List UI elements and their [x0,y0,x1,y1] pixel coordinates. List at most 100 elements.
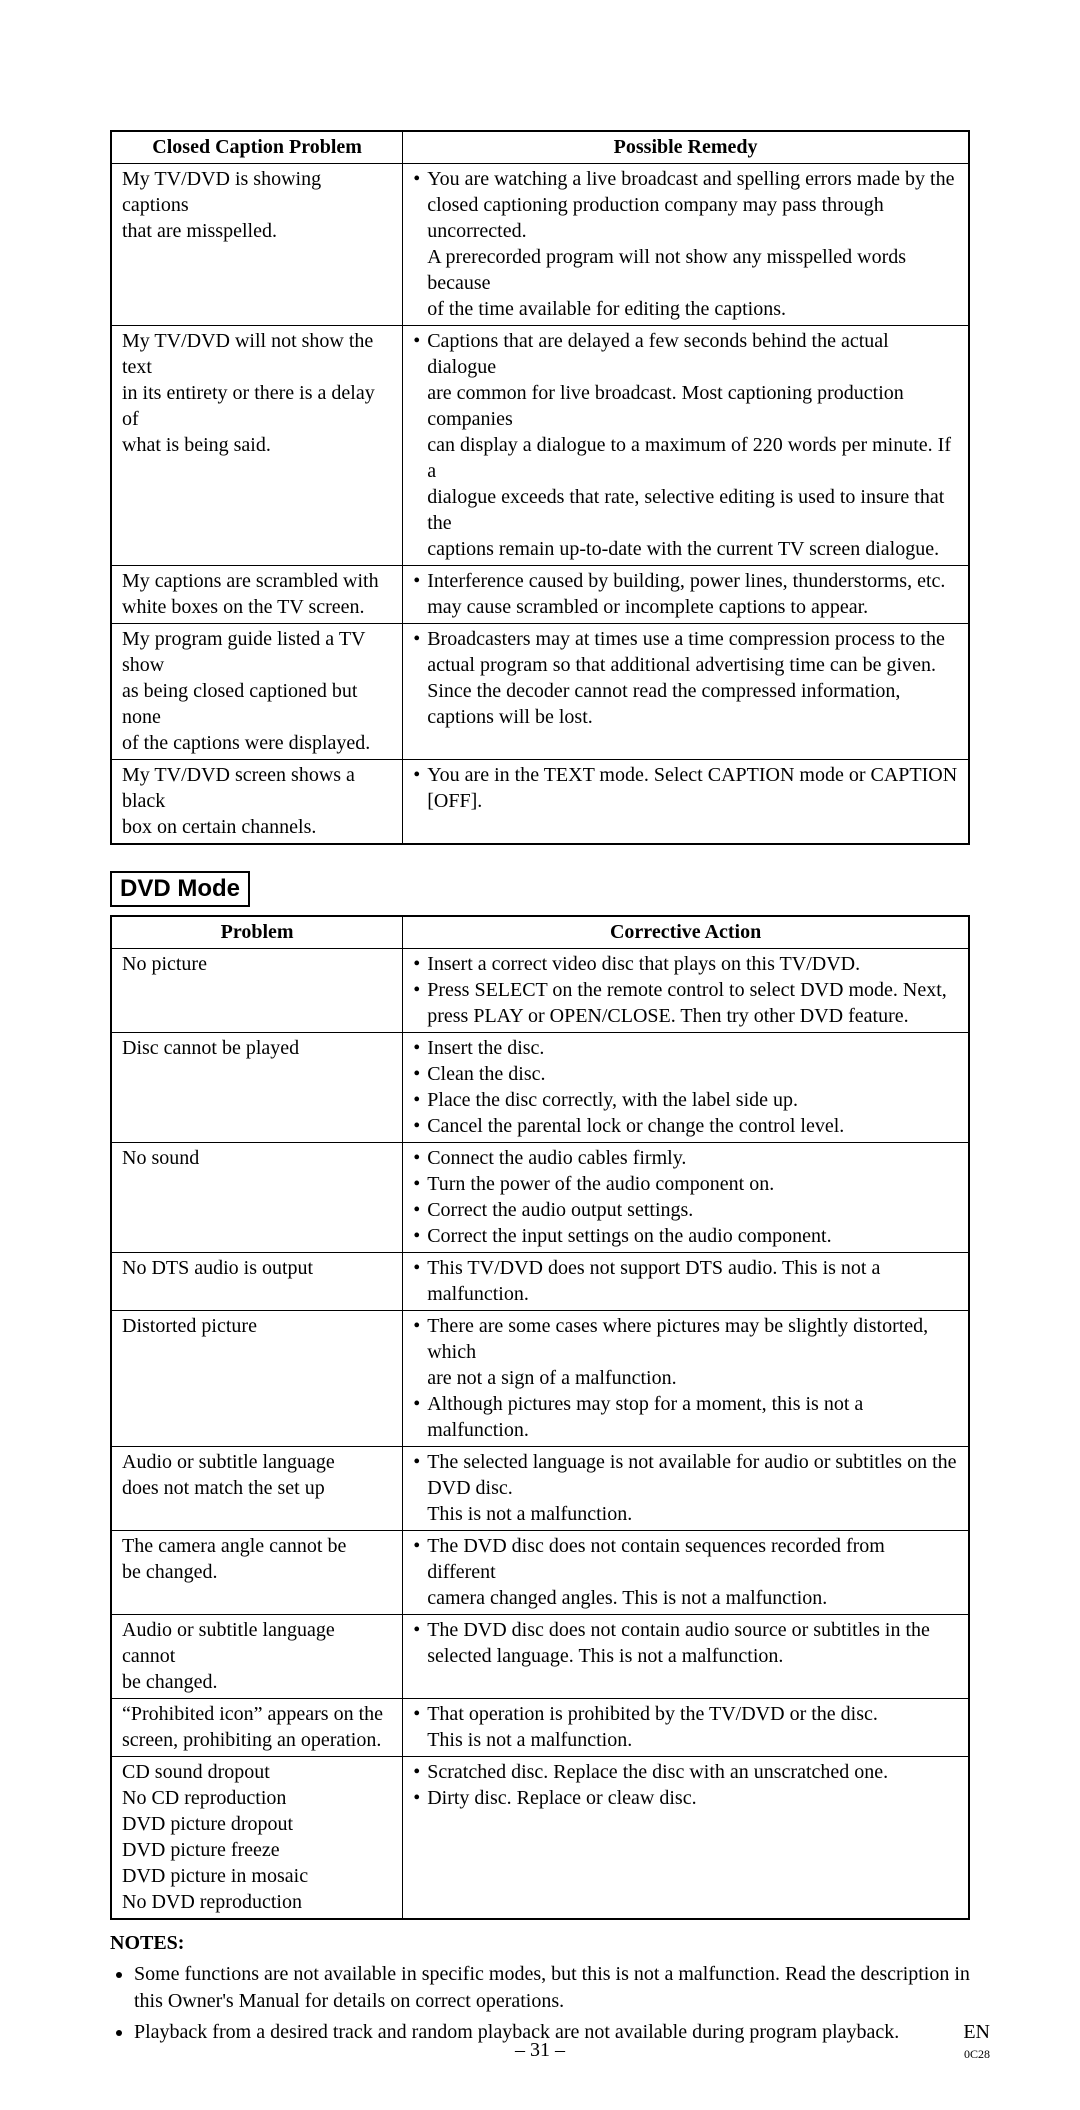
bullet-icon: • [413,977,427,1003]
indent-spacer [413,1365,427,1391]
cc-remedy-text: dialogue exceeds that rate, selective ed… [427,484,958,536]
cc-row: My TV/DVD screen shows a blackbox on cer… [111,760,969,845]
footer-lang-code: EN 0C28 [963,2022,990,2062]
dvd-remedy-text: Insert a correct video disc that plays o… [427,951,958,977]
dvd-remedy-text: The DVD disc does not contain sequences … [427,1533,958,1585]
dvd-problem-line: No DVD reproduction [122,1889,392,1915]
cc-remedy-cell: •Captions that are delayed a few seconds… [403,326,969,566]
cc-problem-line: white boxes on the TV screen. [122,594,392,620]
cc-remedy-cell: •Broadcasters may at times use a time co… [403,624,969,760]
dvd-remedy-text: Place the disc correctly, with the label… [427,1087,958,1113]
dvd-remedy-text: Dirty disc. Replace or cleaw disc. [427,1785,958,1811]
cc-remedy-text: may cause scrambled or incomplete captio… [427,594,958,620]
bullet-icon: • [413,328,427,380]
cc-remedy-cell: •You are watching a live broadcast and s… [403,164,969,326]
dvd-remedy-cell: •Insert the disc.•Clean the disc.•Place … [403,1033,969,1143]
cc-problem-line: of the captions were displayed. [122,730,392,756]
page-number: – 31 – [0,2039,1080,2062]
bullet-icon: • [413,1255,427,1307]
dvd-remedy-text: Correct the audio output settings. [427,1197,958,1223]
cc-row: My program guide listed a TV showas bein… [111,624,969,760]
dvd-row: No sound •Connect the audio cables firmly… [111,1143,969,1253]
dvd-remedy-line: •The DVD disc does not contain audio sou… [413,1617,958,1643]
bullet-icon: • [413,1449,427,1475]
cc-problem-line: box on certain channels. [122,814,392,840]
dvd-remedy-cell: •The DVD disc does not contain audio sou… [403,1615,969,1699]
cc-remedy-text: actual program so that additional advert… [427,652,958,678]
dvd-problem-line: screen, prohibiting an operation. [122,1727,392,1753]
bullet-icon: • [413,1113,427,1139]
cc-header-problem: Closed Caption Problem [111,131,403,164]
cc-remedy-line: •Interference caused by building, power … [413,568,958,594]
cc-remedy-text: You are watching a live broadcast and sp… [427,166,958,192]
dvd-problem-cell: The camera angle cannot bebe changed. [111,1531,403,1615]
dvd-remedy-text: press PLAY or OPEN/CLOSE. Then try other… [427,1003,958,1029]
dvd-problem-line: Distorted picture [122,1313,392,1339]
bullet-icon: • [413,626,427,652]
dvd-row: Audio or subtitle languagedoes not match… [111,1447,969,1531]
cc-remedy-line: closed captioning production company may… [413,192,958,244]
dvd-remedy-line: •This TV/DVD does not support DTS audio.… [413,1255,958,1307]
cc-remedy-line: •Broadcasters may at times use a time co… [413,626,958,652]
dvd-problem-cell: Audio or subtitle languagedoes not match… [111,1447,403,1531]
dvd-remedy-cell: •The DVD disc does not contain sequences… [403,1531,969,1615]
indent-spacer [413,1003,427,1029]
bullet-icon: • [413,951,427,977]
dvd-remedy-line: •Scratched disc. Replace the disc with a… [413,1759,958,1785]
cc-remedy-line: are common for live broadcast. Most capt… [413,380,958,432]
dvd-remedy-line: DVD disc. [413,1475,958,1501]
cc-problem-line: My captions are scrambled with [122,568,392,594]
cc-problem-line: what is being said. [122,432,392,458]
dvd-remedy-text: Correct the input settings on the audio … [427,1223,958,1249]
page: Closed Caption Problem Possible Remedy M… [0,0,1080,2110]
cc-remedy-text: Interference caused by building, power l… [427,568,958,594]
dvd-remedy-text: Although pictures may stop for a moment,… [427,1391,958,1443]
dvd-remedy-cell: •Insert a correct video disc that plays … [403,949,969,1033]
cc-remedy-text: closed captioning production company may… [427,192,958,244]
indent-spacer [413,1585,427,1611]
dvd-problem-cell: Audio or subtitle language cannotbe chan… [111,1615,403,1699]
dvd-problem-line: CD sound dropout [122,1759,392,1785]
cc-remedy-text: captions will be lost. [427,704,958,730]
dvd-remedy-text: DVD disc. [427,1475,958,1501]
dvd-remedy-cell: •Connect the audio cables firmly.•Turn t… [403,1143,969,1253]
cc-remedy-line: may cause scrambled or incomplete captio… [413,594,958,620]
dvd-problem-cell: Disc cannot be played [111,1033,403,1143]
indent-spacer [413,1501,427,1527]
dvd-row: CD sound dropoutNo CD reproductionDVD pi… [111,1757,969,1920]
dvd-row: The camera angle cannot bebe changed.•Th… [111,1531,969,1615]
dvd-remedy-line: •Although pictures may stop for a moment… [413,1391,958,1443]
dvd-remedy-text: That operation is prohibited by the TV/D… [427,1701,958,1727]
dvd-remedy-text: Press SELECT on the remote control to se… [427,977,958,1003]
dvd-header-problem: Problem [111,916,403,949]
indent-spacer [413,244,427,296]
cc-remedy-text: of the time available for editing the ca… [427,296,958,322]
notes-title: NOTES: [110,1930,970,1957]
cc-remedy-text: can display a dialogue to a maximum of 2… [427,432,958,484]
dvd-problem-line: No sound [122,1145,392,1171]
cc-problem-cell: My program guide listed a TV showas bein… [111,624,403,760]
indent-spacer [413,192,427,244]
dvd-remedy-text: camera changed angles. This is not a mal… [427,1585,958,1611]
dvd-problem-cell: “Prohibited icon” appears on thescreen, … [111,1699,403,1757]
cc-problem-line: in its entirety or there is a delay of [122,380,392,432]
cc-remedy-text: Broadcasters may at times use a time com… [427,626,958,652]
dvd-problem-line: Disc cannot be played [122,1035,392,1061]
cc-remedy-line: •You are in the TEXT mode. Select CAPTIO… [413,762,958,788]
dvd-problem-line: No picture [122,951,392,977]
indent-spacer [413,1475,427,1501]
dvd-row: Distorted picture •There are some cases w… [111,1311,969,1447]
dvd-problem-line: does not match the set up [122,1475,392,1501]
dvd-remedy-line: •There are some cases where pictures may… [413,1313,958,1365]
cc-remedy-line: dialogue exceeds that rate, selective ed… [413,484,958,536]
bullet-icon: • [413,1197,427,1223]
indent-spacer [413,1643,427,1669]
indent-spacer [413,484,427,536]
dvd-remedy-text: The DVD disc does not contain audio sour… [427,1617,958,1643]
bullet-icon: • [413,1087,427,1113]
dvd-remedy-line: are not a sign of a malfunction. [413,1365,958,1391]
dvd-remedy-cell: •Scratched disc. Replace the disc with a… [403,1757,969,1920]
dvd-problem-line: No DTS audio is output [122,1255,392,1281]
dvd-remedy-text: There are some cases where pictures may … [427,1313,958,1365]
cc-remedy-text: are common for live broadcast. Most capt… [427,380,958,432]
